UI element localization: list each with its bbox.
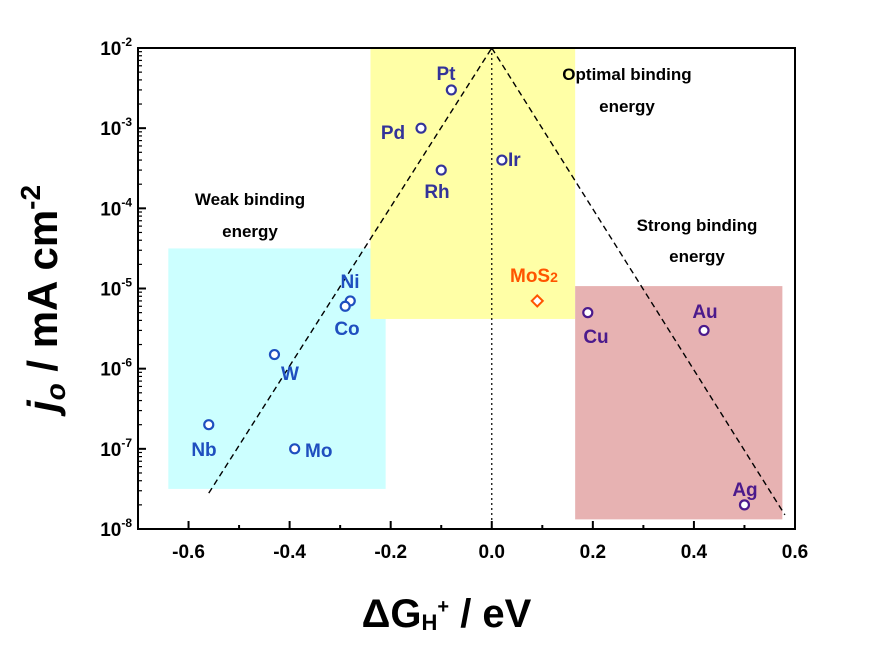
- label-pt: Pt: [437, 64, 457, 85]
- y-tick-label: 10-6: [100, 356, 132, 381]
- axis-titles: ΔGH+ / eV jo / mA cm-2: [15, 185, 532, 636]
- point-mos2: [530, 294, 545, 308]
- label-ir: Ir: [508, 150, 521, 171]
- y-tick-label: 10-3: [100, 115, 132, 140]
- region-strong: [575, 286, 783, 520]
- label-cu: Cu: [583, 327, 608, 348]
- point-ir: [496, 154, 508, 166]
- point-au: [698, 324, 710, 337]
- x-tick-label: -0.2: [374, 542, 407, 563]
- x-axis-title-delta: Δ: [362, 592, 391, 636]
- y-tick-label: 10-5: [100, 276, 132, 301]
- x-tick-label: -0.4: [273, 542, 306, 563]
- point-cu: [582, 307, 594, 319]
- axis-ticks: -0.6 -0.4 -0.2 0.0 0.2 0.4 0.6 10-8 10-7 10-6 10-5…: [100, 35, 808, 563]
- data-points: Pt Pd Rh Ir Ni Co W Nb Mo MoS2 Cu Au Ag: [191, 64, 758, 511]
- label-ag: Ag: [732, 480, 757, 501]
- x-tick-label: 0.6: [782, 542, 808, 563]
- reference-lines: [208, 47, 786, 529]
- point-nb: [203, 419, 215, 431]
- volcano-right-line: [491, 47, 786, 516]
- x-tick-label: 0.2: [580, 542, 606, 563]
- label-au: Au: [692, 302, 717, 323]
- point-pt: [445, 84, 457, 96]
- point-rh: [435, 164, 447, 176]
- region-label-strong: energy: [669, 247, 725, 266]
- binding-regions: [168, 48, 783, 520]
- point-ag: [738, 499, 751, 511]
- point-co: [339, 300, 351, 312]
- y-tick-label: 10-7: [100, 436, 132, 461]
- y-tick-label: 10-4: [100, 195, 132, 220]
- y-tick-label: 10-2: [100, 35, 132, 60]
- y-axis-title-sub: o: [40, 383, 71, 400]
- label-mo: Mo: [305, 441, 332, 462]
- x-axis-title-tail: / eV: [449, 592, 532, 636]
- point-mo: [289, 443, 301, 455]
- label-ni: Ni: [341, 272, 360, 293]
- label-nb: Nb: [191, 440, 216, 461]
- point-pd: [415, 122, 427, 134]
- volcano-left-line: [208, 47, 493, 494]
- y-axis-title-unit: / mA cm: [19, 210, 66, 384]
- region-label-strong: Strong binding: [637, 216, 758, 235]
- y-axis-title-var: j: [19, 399, 66, 417]
- x-tick-label: -0.6: [172, 542, 205, 563]
- x-axis-title: ΔGH+ / eV: [362, 592, 532, 636]
- label-rh: Rh: [424, 182, 449, 203]
- point-w: [268, 348, 281, 361]
- x-tick-label: 0.0: [479, 542, 505, 563]
- region-optimal: [370, 48, 576, 319]
- region-label-weak: energy: [222, 222, 278, 241]
- label-w: W: [281, 364, 299, 385]
- label-mos2: MoS2: [510, 266, 558, 287]
- x-tick-label: 0.4: [681, 542, 708, 563]
- y-tick-label: 10-8: [100, 516, 132, 541]
- y-axis-title: jo / mA cm-2: [15, 185, 71, 417]
- x-axis-title-sup: +: [437, 596, 449, 618]
- region-label-weak: Weak binding: [195, 190, 305, 209]
- x-axis-title-main: G: [390, 592, 421, 636]
- x-axis-title-sub: H: [422, 610, 438, 635]
- region-label-optimal: energy: [599, 97, 655, 116]
- region-weak: [168, 248, 386, 489]
- y-axis-title-sup: -2: [15, 185, 46, 210]
- region-label-optimal: Optimal binding: [562, 65, 691, 84]
- label-pd: Pd: [381, 123, 405, 144]
- label-co: Co: [334, 319, 359, 340]
- region-labels: Weak binding energy Optimal binding energy S…: [195, 65, 758, 266]
